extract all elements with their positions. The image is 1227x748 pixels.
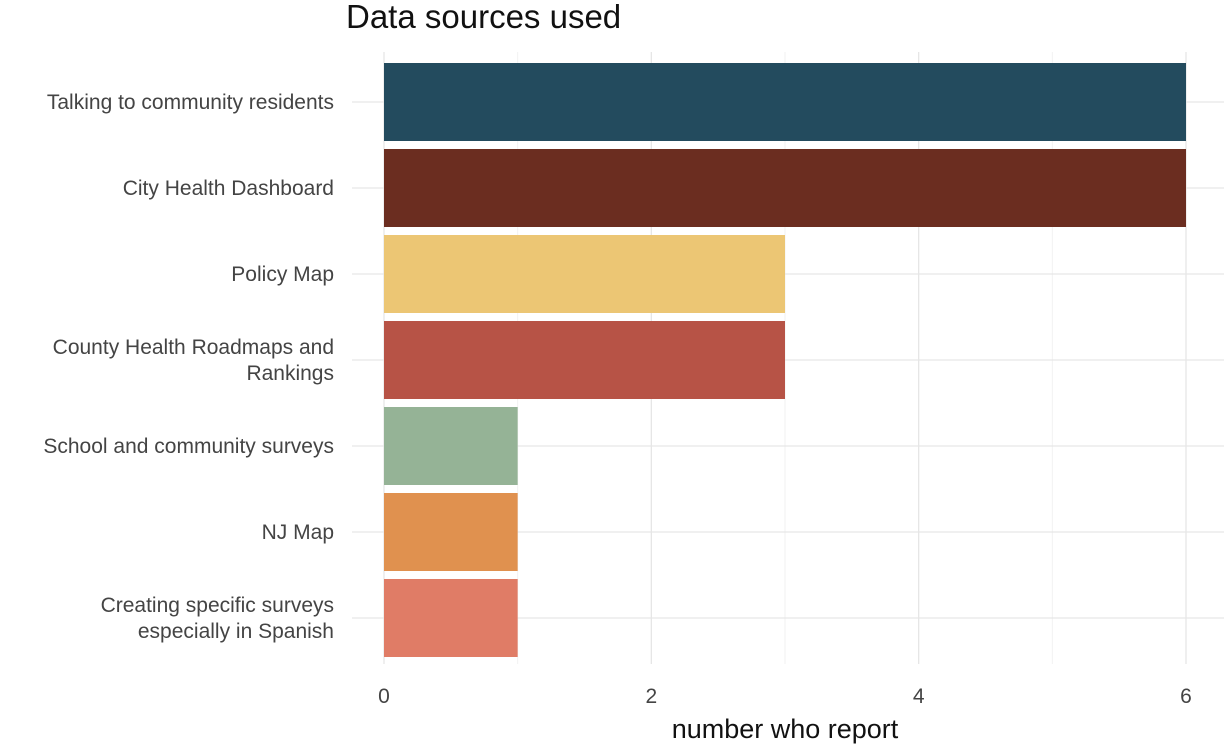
bar <box>384 321 785 399</box>
x-tick-label: 6 <box>1180 685 1192 708</box>
x-tick-label: 4 <box>913 685 925 708</box>
bar <box>384 149 1186 227</box>
category-label: County Health Roadmaps and <box>53 336 334 359</box>
x-tick-label: 0 <box>378 685 390 708</box>
category-label: Policy Map <box>231 263 334 286</box>
x-tick-label: 2 <box>645 685 657 708</box>
category-label: Rankings <box>246 362 334 385</box>
category-label: Creating specific surveys <box>101 594 334 617</box>
category-label: School and community surveys <box>43 435 334 458</box>
bar <box>384 579 518 657</box>
category-label: City Health Dashboard <box>123 177 334 200</box>
category-label: especially in Spanish <box>138 620 334 643</box>
bar <box>384 493 518 571</box>
category-label: Talking to community residents <box>47 91 334 114</box>
bar <box>384 235 785 313</box>
category-label: NJ Map <box>262 521 334 544</box>
bar <box>384 407 518 485</box>
chart-title: Data sources used <box>346 0 622 35</box>
bar <box>384 63 1186 141</box>
x-axis-label: number who report <box>672 714 899 744</box>
